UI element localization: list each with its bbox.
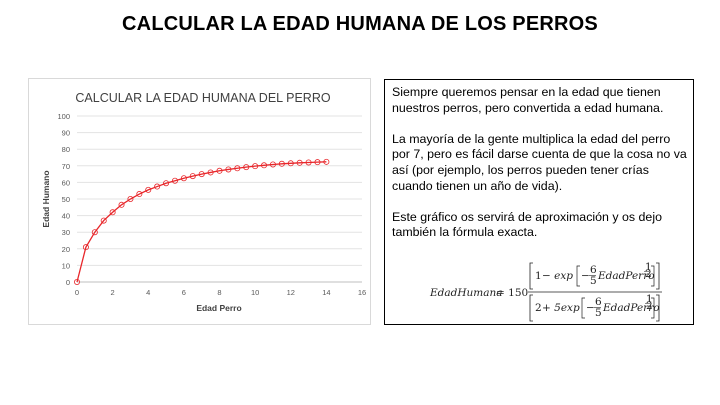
formula-num-var: EdadPerro — [597, 270, 655, 282]
data-point — [74, 278, 81, 285]
y-tick-label: 30 — [62, 228, 70, 237]
data-point — [216, 167, 223, 174]
data-point — [305, 159, 312, 166]
slide-title: CALCULAR LA EDAD HUMANA DE LOS PERROS — [122, 13, 598, 35]
formula-num-inner-bracket-left — [576, 265, 580, 287]
formula-den-exp-bottom: 2 — [646, 300, 653, 312]
data-point — [261, 162, 268, 169]
x-tick-label: 2 — [111, 288, 115, 297]
formula-den-inner-bracket-right — [651, 297, 655, 319]
x-tick-label: 6 — [182, 288, 186, 297]
chart-series — [74, 158, 330, 285]
formula-num-inner-bracket-right — [651, 265, 655, 287]
data-point — [252, 163, 259, 170]
explanation-box: Siempre queremos pensar en la edad que t… — [384, 79, 694, 325]
formula-svg: EdadHumana = 150 1 − exp − 6 5 EdadPerro… — [429, 261, 662, 322]
chart-title: CALCULAR LA EDAD HUMANA DEL PERRO — [75, 91, 330, 105]
formula-den-inner-bracket-left — [581, 297, 585, 319]
data-point — [189, 173, 196, 180]
data-point — [171, 177, 178, 184]
data-point — [109, 209, 116, 216]
data-point — [314, 159, 321, 166]
paragraph-intro: Siempre queremos pensar en la edad que t… — [392, 85, 664, 115]
y-tick-label: 80 — [62, 145, 70, 154]
data-point — [243, 164, 250, 171]
y-tick-label: 90 — [62, 129, 70, 138]
data-point — [91, 229, 98, 236]
data-point — [136, 191, 143, 198]
formula-den-two: 2 — [535, 302, 542, 314]
formula-num-frac-top: 6 — [590, 264, 597, 276]
data-point — [278, 160, 285, 167]
data-point — [154, 183, 161, 190]
data-point — [323, 158, 330, 165]
chart-container: CALCULAR LA EDAD HUMANA DEL PERRO 0 10 20 3… — [28, 78, 371, 325]
y-tick-label: 70 — [62, 162, 70, 171]
formula-num-bracket-left — [529, 262, 533, 290]
data-point — [145, 186, 152, 193]
y-axis-label: Edad Humano — [41, 170, 51, 227]
x-tick-label: 4 — [146, 288, 150, 297]
formula-den-var: EdadPerro — [602, 302, 660, 314]
x-axis-label: Edad Perro — [196, 303, 241, 313]
formula: EdadHumana = 150 1 − exp − 6 5 EdadPerro… — [429, 261, 670, 323]
data-point — [127, 196, 134, 203]
formula-num-one: 1 — [535, 270, 542, 282]
formula-den-plus-exp: + 5exp — [542, 302, 580, 314]
data-point — [198, 171, 205, 178]
data-point — [225, 166, 232, 173]
formula-num-frac-bottom: 5 — [590, 275, 597, 287]
data-point — [207, 169, 214, 176]
paragraph-approximation: Este gráfico os servirá de aproximación … — [392, 209, 662, 240]
formula-den-bracket-right — [656, 294, 660, 322]
data-point — [269, 161, 276, 168]
x-tick-labels: 0 2 4 6 8 10 12 14 16 — [75, 288, 366, 297]
formula-den-frac-top: 6 — [595, 296, 602, 308]
formula-num-exp-top: 1 — [645, 261, 652, 273]
formula-num-exp-bottom: 2 — [645, 268, 652, 280]
data-point — [234, 165, 241, 172]
formula-lhs: EdadHumana — [429, 287, 503, 299]
y-tick-label: 0 — [66, 278, 70, 287]
x-tick-label: 16 — [358, 288, 366, 297]
data-point — [180, 175, 187, 182]
x-tick-label: 14 — [322, 288, 330, 297]
y-tick-label: 40 — [62, 212, 70, 221]
data-point — [118, 201, 125, 208]
y-tick-label: 60 — [62, 178, 70, 187]
formula-num-minus-sign: − — [581, 270, 590, 282]
formula-num-bracket-right — [656, 262, 660, 290]
y-tick-label: 20 — [62, 245, 70, 254]
paragraph-multiply: La mayoría de la gente multiplica la eda… — [392, 131, 687, 193]
dog-age-chart: CALCULAR LA EDAD HUMANA DEL PERRO 010203… — [41, 91, 366, 313]
formula-num-minus-exp: − exp — [542, 270, 573, 282]
data-point — [100, 217, 107, 224]
data-point — [163, 180, 170, 187]
x-tick-label: 0 — [75, 288, 79, 297]
series-line — [76, 161, 327, 283]
x-tick-label: 10 — [251, 288, 259, 297]
formula-den-exp-top: 1 — [646, 293, 653, 305]
data-point — [82, 244, 89, 251]
formula-coef: = 150 — [496, 287, 528, 299]
formula-den-bracket-left — [529, 294, 533, 322]
formula-den-frac-bottom: 5 — [595, 307, 602, 319]
chart-gridlines — [77, 115, 362, 266]
y-tick-labels: 0 10 20 30 40 50 60 70 80 90 100 — [57, 112, 70, 287]
data-point — [287, 160, 294, 167]
y-tick-label: 10 — [62, 261, 70, 270]
x-tick-label: 12 — [287, 288, 295, 297]
x-tick-label: 8 — [217, 288, 221, 297]
data-point — [296, 159, 303, 166]
y-tick-label: 100 — [57, 112, 70, 121]
formula-den-minus-sign: − — [586, 302, 595, 314]
y-tick-label: 50 — [62, 195, 70, 204]
